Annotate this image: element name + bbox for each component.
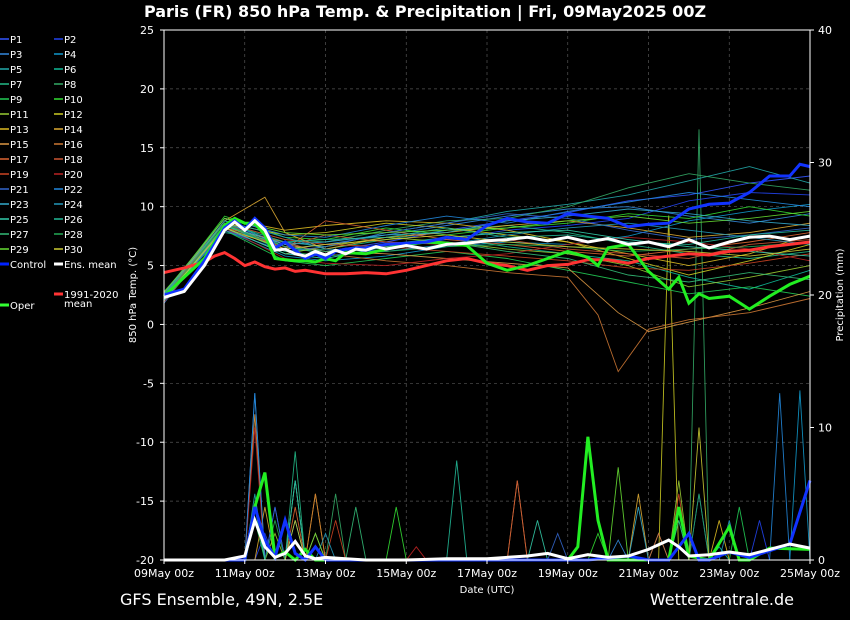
x-tick: 13May 00z [295,567,355,580]
y-tick-left: 0 [147,318,154,331]
member-temp-line-p23 [163,208,811,299]
x-axis-label: Date (UTC) [460,585,515,596]
legend-label: P23 [10,200,29,211]
legend-label: P12 [64,110,83,121]
legend-label: P1 [10,35,22,46]
legend-label: P14 [64,125,83,136]
y-tick-left: 5 [147,260,154,273]
y-tick-left: -15 [136,495,154,508]
y-tick-right: 30 [818,157,832,170]
y-tick-left: -5 [143,377,154,390]
x-tick: 09May 00z [134,567,194,580]
ensemble-mean-line [163,218,811,299]
legend-label: P30 [64,245,83,256]
legend-label: P7 [10,80,22,91]
x-tick: 21May 00z [618,567,678,580]
y-tick-right: 20 [818,289,832,302]
y-tick-left: 15 [140,142,154,155]
y-axis-left-label: 850 hPa Temp. (°C) [128,247,139,343]
legend-label: P9 [10,95,22,106]
legend-label: mean [64,299,92,310]
y-tick-right: 10 [818,422,832,435]
legend-label: P6 [64,65,76,76]
legend-label: P26 [64,215,83,226]
x-tick: 17May 00z [457,567,517,580]
member-temp-line-p24 [163,220,811,297]
members-temp-layer [163,166,811,373]
x-tick: 11May 00z [215,567,275,580]
legend-label: P20 [64,170,83,181]
member-temp-line-p5 [163,166,811,299]
legend-label: P3 [10,50,22,61]
legend-label: P15 [10,140,29,151]
footer-source: Wetterzentrale.de [650,590,794,609]
control-temp-line [163,162,811,297]
footer-model: GFS Ensemble, 49N, 2.5E [120,590,323,609]
legend-label: P10 [64,95,83,106]
y-tick-left: 20 [140,83,154,96]
legend-label: P18 [64,155,83,166]
legend-label: Oper [10,301,35,312]
y-tick-left: 25 [140,24,154,37]
legend-label: P28 [64,230,83,241]
legend-label: P4 [64,50,76,61]
legend-label: P16 [64,140,83,151]
y-tick-left: 10 [140,201,154,214]
x-tick: 15May 00z [376,567,436,580]
member-temp-line-p22 [163,192,811,295]
legend-label: P11 [10,110,29,121]
mean-precip-line [164,515,811,562]
legend-label: P25 [10,215,29,226]
legend-label: 1991-2020 [64,290,119,301]
member-temp-line-p29 [163,210,811,293]
y-tick-right: 40 [818,24,832,37]
legend-label: P21 [10,185,29,196]
legend-label: P27 [10,230,29,241]
x-tick: 25May 00z [780,567,840,580]
legend-label: Ens. mean [64,260,117,271]
y-axis-left: 25 20 15 10 5 0 -5 -10 -15 -20 [136,24,164,567]
legend-label: P5 [10,65,22,76]
legend: P1 P2 P3 P4 P5 P6 P7 P8 P9 P10 P11 P12 P13 P14 P15 P16 P… [0,35,119,312]
x-tick: 23May 00z [699,567,759,580]
y-tick-left: -10 [136,436,154,449]
legend-label: P24 [64,200,83,211]
legend-label: P8 [64,80,76,91]
legend-label: Control [10,260,46,271]
legend-label: P22 [64,185,83,196]
member-temp-line-p27 [163,224,811,298]
x-axis: 09May 00z 11May 00z 13May 00z 15May 00z 17Ma… [134,560,840,580]
y-axis-right-label: Precipitation (mm) [835,248,846,341]
legend-label: P17 [10,155,29,166]
y-axis-right: 40 30 20 10 0 [810,24,832,567]
y-tick-left: -20 [136,554,154,567]
legend-label: P19 [10,170,29,181]
legend-label: P29 [10,245,29,256]
x-tick: 19May 00z [538,567,598,580]
chart-title: Paris (FR) 850 hPa Temp. & Precipitation… [144,2,706,22]
grid [164,30,810,560]
legend-label: P13 [10,125,29,136]
y-tick-right: 0 [818,554,825,567]
legend-label: P2 [64,35,76,46]
member-temp-line-p4 [163,203,811,295]
climate-mean-line [163,240,811,276]
